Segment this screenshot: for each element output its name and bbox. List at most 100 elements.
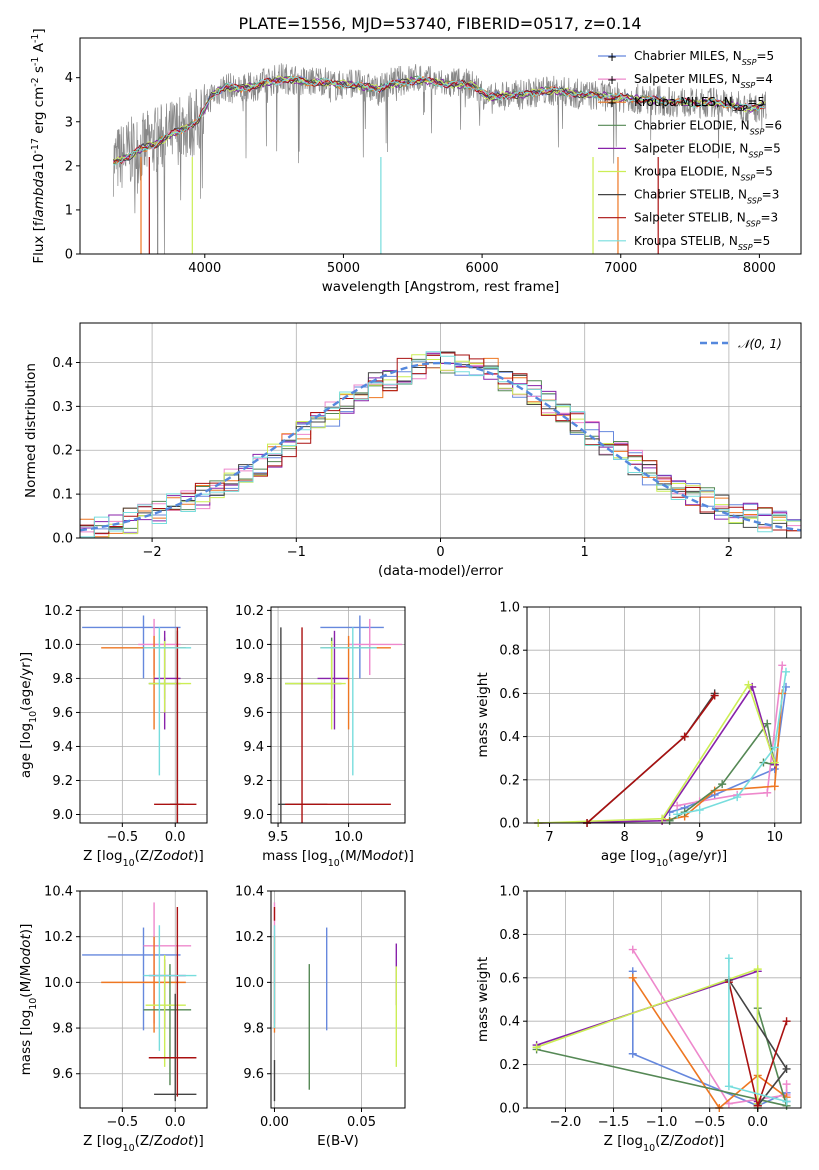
error-bar [154,993,197,1102]
y-tick-label: 3 [65,115,73,130]
error-bar [148,906,197,1097]
weight-marker [770,743,779,752]
y-tick-label: 0.6 [499,971,520,986]
x-tick-label: 10 [766,830,783,845]
error-bar [148,641,192,713]
y-tick-label: 9.6 [52,706,73,721]
residuals-axes: 𝒩(0, 1) −2 −1 0 1 2 0.0 0.1 0.2 0.3 0.4 (data-model… [23,322,802,579]
weight-marker [680,732,689,741]
weight-line [536,967,759,1104]
weight-marker [770,758,779,767]
y-tick-label: 9.0 [52,808,73,823]
x-tick-label: −0.5 [694,1115,726,1130]
weight-marker [673,801,682,810]
x-tick-label: 9.5 [268,830,289,845]
y-axis-label: mass [log10(M/Modot)] [18,924,39,1076]
age-vs-Z-frame: −0.5 0.0 9.0 9.2 9.4 9.6 9.8 10.0 10.2 Z [log10(Z… [18,604,208,869]
y-tick-label: 0.0 [499,1102,520,1117]
error-bar [82,615,181,679]
axes-frame [270,890,406,1109]
legend-entry: Salpeter MILES, NSSP=4 [634,72,773,90]
y-tick-label: 10.0 [44,638,73,653]
figure-title: PLATE=1556, MJD=53740, FIBERID=0517, z=0… [238,14,641,33]
y-tick-label: 2 [65,159,73,174]
y-tick-label: 9.8 [52,672,73,687]
mass-vs-Z-frame: −0.5 0.0 9.6 9.8 10.0 10.2 10.4 Z [log10(Z/Zodo… [18,885,208,1154]
axes-frame [79,890,208,1109]
y-tick-label: 1.0 [499,885,520,900]
weight-line [538,685,776,824]
x-axis-label: Z [log10(Z/Zodot)] [604,1133,725,1154]
weight-marker [778,661,787,670]
legend-entry: Chabrier MILES, NSSP=5 [634,49,774,67]
y-tick-label: 10.0 [235,976,264,991]
error-bar [317,630,349,730]
x-tick-label: 9 [696,830,704,845]
x-tick-label: 8000 [743,261,776,276]
spectrum-axes: + Chabrier MILES, NSSP=5 + Salpeter MILES, … [30,28,802,295]
weight-marker [695,806,704,815]
weight-vs-age-axes: 7 8 9 10 0.0 0.2 0.4 0.6 0.8 1.0 age [log10(age/yr… [475,601,802,869]
y-axis-label: age [log10(age/yr)] [18,652,39,778]
age-vs-Z-axes: −0.5 0.0 9.0 9.2 9.4 9.6 9.8 10.0 10.2 Z [log10(Z… [18,604,208,869]
weight-marker [782,1097,791,1106]
weight-line [536,970,759,1102]
weight-marker [628,973,637,982]
x-axis-label: mass [log10(M/Modot)] [262,848,414,869]
error-bar [143,627,192,776]
x-tick-label: 5000 [327,261,360,276]
weight-marker [724,1099,733,1108]
y-tick-label: 10.2 [44,930,73,945]
x-tick-label: 0.0 [747,1115,768,1130]
y-tick-label: 9.2 [52,774,73,789]
x-tick-label: 1 [581,545,589,560]
error-bar [154,627,197,823]
error-bar [143,925,197,1051]
x-tick-label: 0.0 [165,1115,186,1130]
weight-marker [782,1080,791,1089]
weight-vs-Z-frame: −2.0 −1.5 −1.0 −0.5 0.0 0.0 0.2 0.4 0.6 0.8 1.0 Z [… [475,885,802,1154]
model-spectrum [113,75,766,165]
y-tick-label: 0.6 [499,687,520,702]
y-tick-label: 0.1 [52,488,73,503]
spectrum-frame: 4000 5000 6000 7000 8000 0 1 2 3 4 wavelength [Ang… [30,28,802,295]
weight-vs-age-plot [534,661,790,827]
y-axis-label: mass weight [475,672,491,757]
legend-entry: Kroupa STELIB, NSSP=5 [634,234,770,252]
x-tick-label: 6000 [466,261,499,276]
axes-frame [79,606,208,824]
error-bar [348,618,403,676]
error-bar [143,964,192,1086]
y-tick-label: 0.4 [499,1015,520,1030]
x-axis-label: age [log10(age/yr)] [601,848,727,869]
weight-line [538,682,776,824]
axes-frame [526,606,802,824]
age-vs-mass-frame: 9.5 10.0 9.0 9.2 9.4 9.6 9.8 10.0 10.2 mass [log1… [235,604,414,869]
normal-curve [79,361,802,532]
weight-vs-Z-axes: −2.0 −1.5 −1.0 −0.5 0.0 0.0 0.2 0.4 0.6 0.8 1.0 Z [… [475,885,802,1154]
mass-vs-EBV-frame: 0.00 0.05 9.6 9.8 10.0 10.2 10.4 E(B-V) [235,885,406,1149]
y-tick-label: 10.4 [44,885,73,900]
age-vs-mass-axes: 9.5 10.0 9.0 9.2 9.4 9.6 9.8 10.0 10.2 mass [log1… [235,604,414,869]
x-tick-label: −1 [287,545,306,560]
weight-marker [673,810,682,819]
x-tick-label: 0.0 [165,830,186,845]
mass-vs-Z-plot [82,902,197,1102]
histogram-step [80,354,801,538]
error-bar [278,627,328,823]
y-tick-label: 10.4 [235,885,264,900]
legend-marker: + [607,73,617,87]
weight-vs-age-frame: 7 8 9 10 0.0 0.2 0.4 0.6 0.8 1.0 age [log10(age/yr… [475,601,802,869]
error-bar [82,927,181,1031]
y-tick-label: 0.4 [499,730,520,745]
y-tick-label: 9.6 [243,706,264,721]
x-axis-label: E(B-V) [317,1133,359,1149]
legend-entry: Kroupa ELODIE, NSSP=5 [634,165,773,183]
age-vs-Z-plot [82,615,197,823]
x-tick-label: 8 [620,830,628,845]
axes-frame [270,606,406,824]
legend-entry: 𝒩(0, 1) [738,337,782,351]
y-axis-label: mass weight [475,957,491,1042]
weight-marker [628,945,637,954]
age-vs-mass-plot [278,615,403,823]
